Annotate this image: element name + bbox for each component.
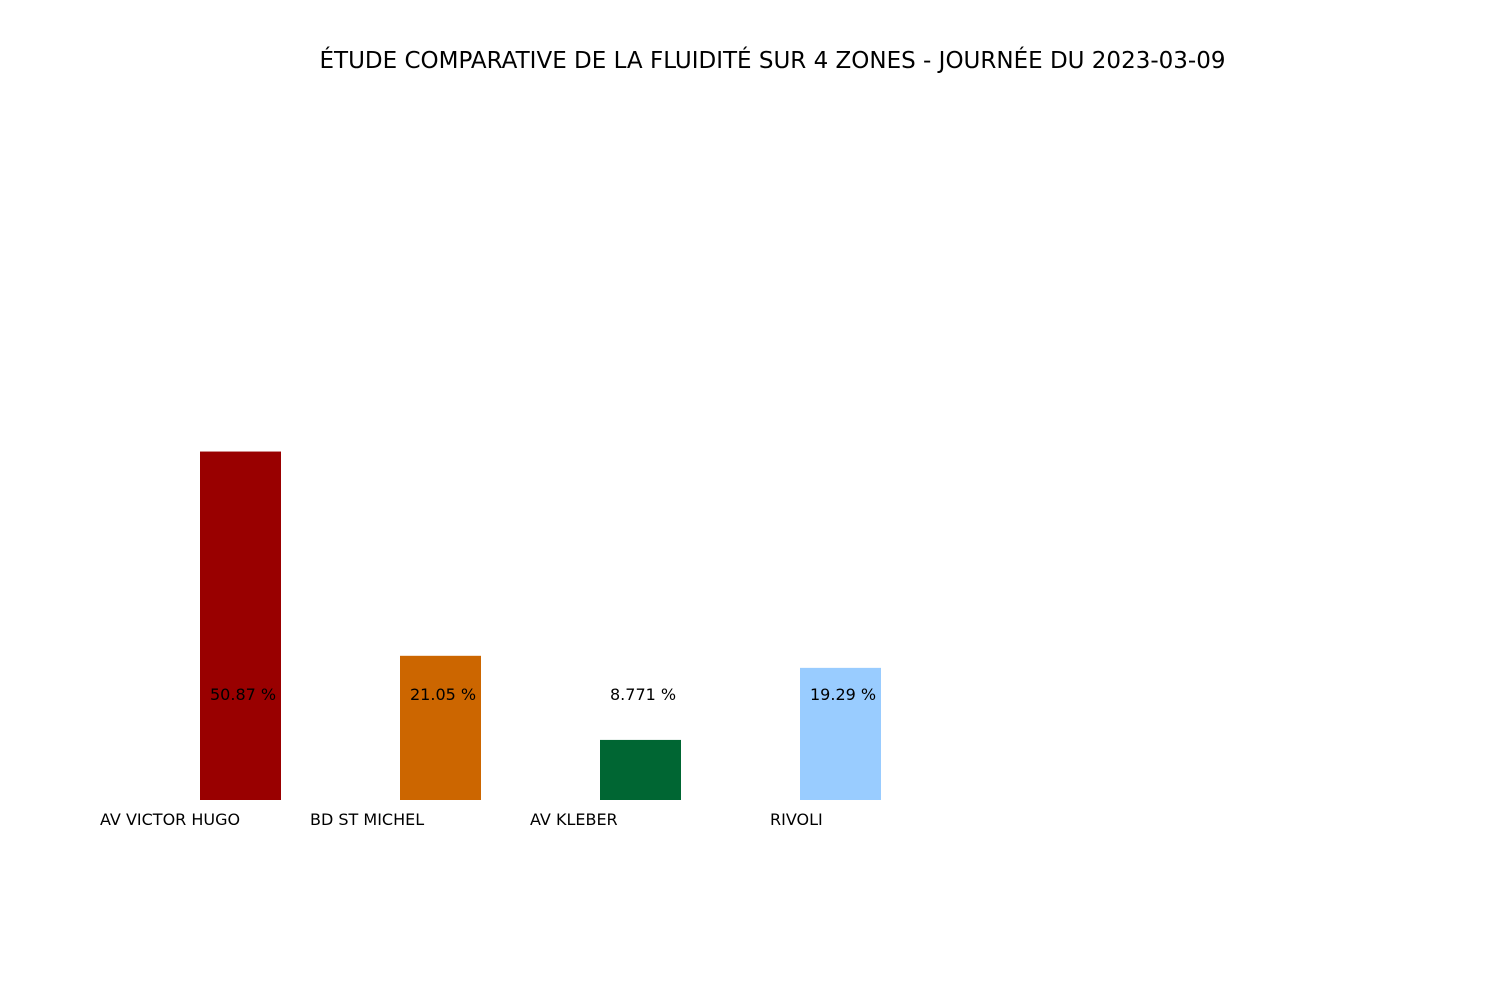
bar-1 [200, 451, 281, 800]
bar-4 [800, 667, 881, 800]
category-label-2: BD ST MICHEL [310, 810, 424, 829]
data-label-4: 19.29 % [810, 685, 876, 704]
bar-2 [400, 655, 481, 800]
chart-title: ÉTUDE COMPARATIVE DE LA FLUIDITÉ SUR 4 Z… [319, 48, 1226, 74]
data-label-1: 50.87 % [210, 685, 276, 704]
category-label-4: RIVOLI [770, 810, 823, 829]
ticks-layer: AV VICTOR HUGO BD ST MICHEL AV KLEBER RIVOL… [100, 810, 823, 829]
data-label-2: 21.05 % [410, 685, 476, 704]
bars-layer [200, 451, 881, 800]
bar-3 [600, 739, 681, 800]
data-label-3: 8.771 % [610, 685, 676, 704]
category-label-3: AV KLEBER [530, 810, 618, 829]
category-label-1: AV VICTOR HUGO [100, 810, 240, 829]
labels-layer: 50.87 % 21.05 % 8.771 % 19.29 % [210, 685, 876, 704]
